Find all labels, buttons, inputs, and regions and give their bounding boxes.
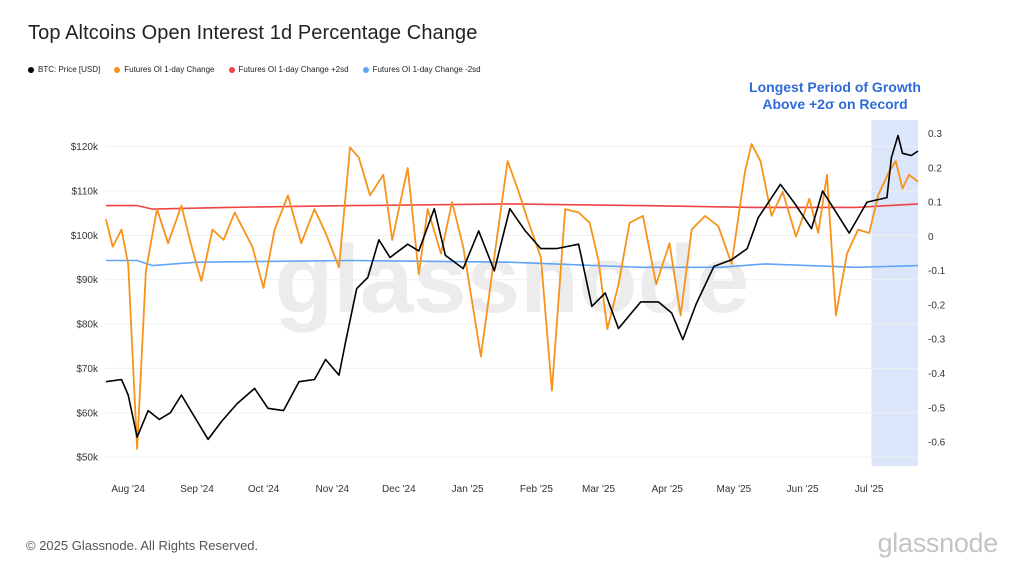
y-left-tick-label: $80k: [76, 320, 99, 331]
x-tick-label: Sep '24: [180, 484, 214, 495]
legend-item-btc-price[interactable]: BTC: Price [USD]: [28, 65, 100, 74]
y-right-tick-label: -0.3: [928, 335, 946, 346]
x-tick-label: Jul '25: [855, 484, 884, 495]
legend-label-minus-2sd: Futures OI 1-day Change -2sd: [372, 65, 481, 74]
x-tick-label: Oct '24: [248, 484, 280, 495]
y-left-tick-label: $110k: [71, 186, 99, 197]
y-left-tick-label: $120k: [71, 142, 99, 153]
x-tick-label: Feb '25: [520, 484, 553, 495]
y-left-tick-label: $60k: [76, 408, 99, 419]
y-right-tick-label: 0.2: [928, 163, 942, 174]
x-tick-label: Jun '25: [787, 484, 819, 495]
x-tick-label: Aug '24: [111, 484, 145, 495]
legend-dot-oi: [114, 66, 121, 73]
legend-label-btc: BTC: Price [USD]: [38, 65, 101, 74]
highlight-band: [871, 120, 918, 466]
legend-item-minus-2sd[interactable]: Futures OI 1-day Change -2sd: [362, 65, 481, 74]
x-tick-label: Dec '24: [382, 484, 416, 495]
y-right-tick-label: 0.3: [928, 129, 942, 140]
x-tick-label: Apr '25: [652, 484, 684, 495]
annotation-line-1: Longest Period of Growth: [749, 79, 921, 95]
plus-2sd-line[interactable]: [106, 203, 919, 210]
legend-item-plus-2sd[interactable]: Futures OI 1-day Change +2sd: [228, 65, 349, 74]
y-right-tick-label: -0.6: [928, 438, 946, 449]
copyright-notice: © 2025 Glassnode. All Rights Reserved.: [26, 538, 259, 553]
y-left-tick-label: $70k: [76, 364, 99, 375]
btc-price-line[interactable]: [105, 134, 919, 441]
chart-legend: BTC: Price [USD] Futures OI 1-day Change…: [28, 65, 481, 74]
y-right-tick-label: 0: [928, 232, 934, 243]
chart-title: Top Altcoins Open Interest 1d Percentage…: [28, 22, 478, 44]
x-tick-label: Jan '25: [452, 484, 484, 495]
y-right-tick-label: -0.4: [928, 369, 946, 380]
y-right-tick-label: 0.1: [928, 198, 942, 209]
legend-dot-plus-2sd: [228, 66, 235, 73]
y-right-tick-label: -0.5: [928, 403, 946, 414]
y-left-tick-label: $100k: [71, 231, 99, 242]
chart-annotation: Longest Period of Growth Above +2σ on Re…: [735, 79, 935, 113]
oi-change-line[interactable]: [105, 143, 919, 450]
y-left-tick-label: $90k: [76, 275, 99, 286]
legend-dot-btc: [28, 66, 34, 73]
y-right-tick-label: -0.2: [928, 300, 946, 311]
annotation-line-2: Above +2σ on Record: [762, 96, 908, 112]
x-tick-label: Nov '24: [315, 484, 349, 495]
legend-label-oi: Futures OI 1-day Change: [124, 65, 215, 74]
x-tick-label: Mar '25: [582, 484, 615, 495]
y-right-tick-label: -0.1: [928, 266, 946, 277]
x-tick-label: May '25: [717, 484, 752, 495]
legend-item-oi-change[interactable]: Futures OI 1-day Change: [114, 65, 215, 74]
legend-label-plus-2sd: Futures OI 1-day Change +2sd: [238, 65, 349, 74]
legend-dot-minus-2sd: [362, 66, 369, 73]
y-left-tick-label: $50k: [76, 453, 99, 464]
glassnode-logo: glassnode: [877, 528, 999, 558]
